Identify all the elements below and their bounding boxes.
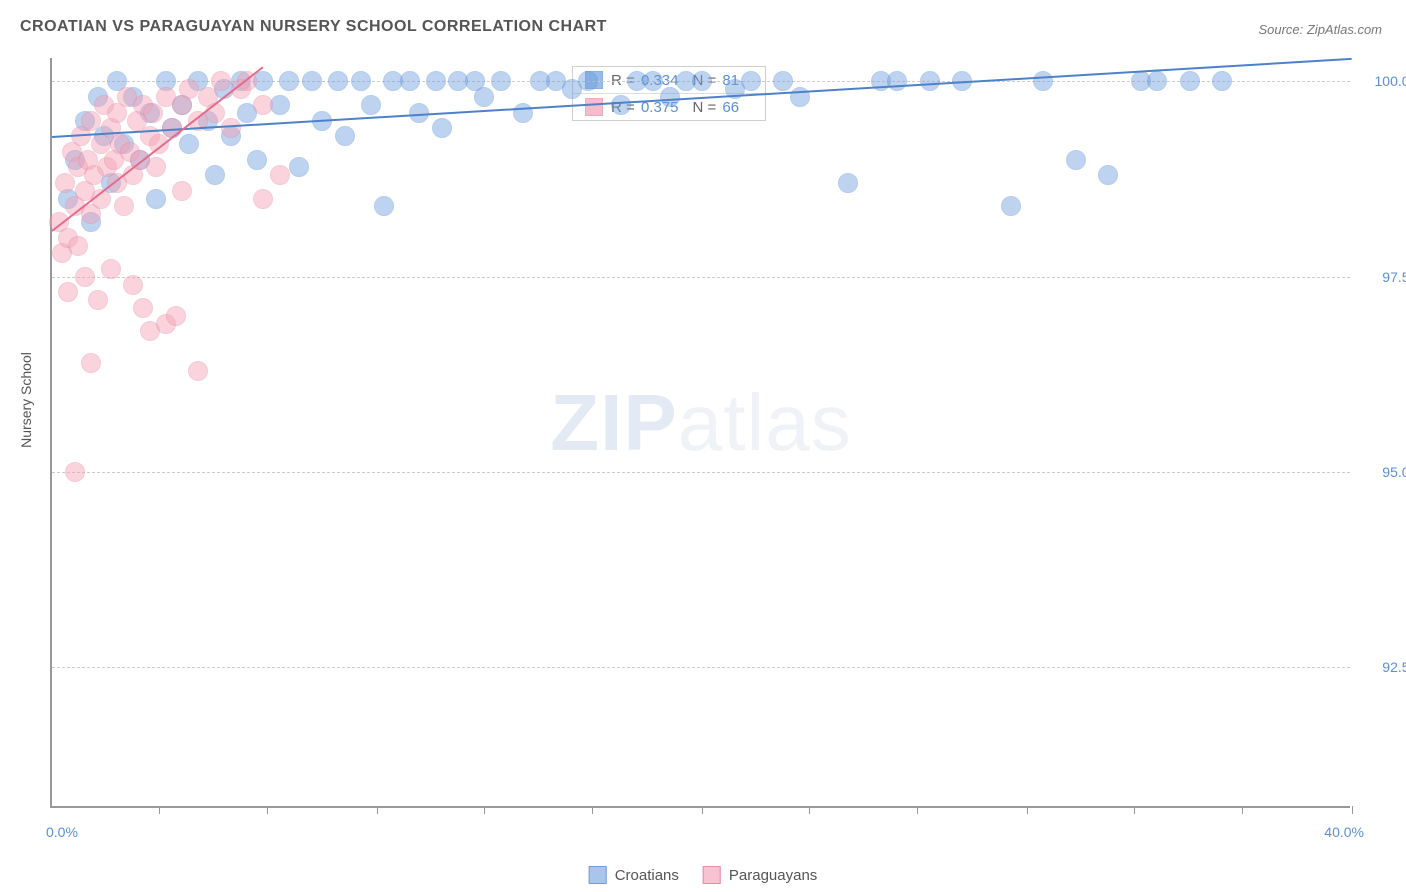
- bottom-legend-item: Croatians: [589, 866, 679, 884]
- scatter-point: [270, 165, 290, 185]
- scatter-point: [741, 71, 761, 91]
- scatter-point: [253, 95, 273, 115]
- scatter-point: [279, 71, 299, 91]
- scatter-point: [432, 118, 452, 138]
- x-tick: [1134, 806, 1135, 814]
- x-tick: [267, 806, 268, 814]
- scatter-point: [426, 71, 446, 91]
- scatter-point: [58, 282, 78, 302]
- scatter-point: [247, 150, 267, 170]
- bottom-legend-label: Croatians: [615, 867, 679, 884]
- scatter-point: [838, 173, 858, 193]
- x-tick: [159, 806, 160, 814]
- scatter-point: [887, 71, 907, 91]
- scatter-point: [1098, 165, 1118, 185]
- scatter-point: [166, 306, 186, 326]
- scatter-point: [1033, 71, 1053, 91]
- scatter-point: [205, 165, 225, 185]
- scatter-point: [179, 79, 199, 99]
- scatter-point: [513, 103, 533, 123]
- scatter-point: [221, 118, 241, 138]
- x-tick: [377, 806, 378, 814]
- scatter-point: [68, 236, 88, 256]
- x-tick: [484, 806, 485, 814]
- scatter-point: [146, 189, 166, 209]
- legend-swatch: [589, 866, 607, 884]
- x-tick: [1027, 806, 1028, 814]
- legend-swatch: [703, 866, 721, 884]
- bottom-legend-item: Paraguayans: [703, 866, 817, 884]
- x-axis-max-label: 40.0%: [1324, 824, 1364, 840]
- scatter-point: [101, 259, 121, 279]
- scatter-point: [1180, 71, 1200, 91]
- scatter-point: [1212, 71, 1232, 91]
- scatter-point: [374, 196, 394, 216]
- scatter-point: [335, 126, 355, 146]
- scatter-point: [179, 134, 199, 154]
- scatter-point: [491, 71, 511, 91]
- scatter-point: [474, 87, 494, 107]
- chart-title: CROATIAN VS PARAGUAYAN NURSERY SCHOOL CO…: [20, 18, 607, 36]
- scatter-point: [361, 95, 381, 115]
- scatter-point: [400, 71, 420, 91]
- scatter-point: [920, 71, 940, 91]
- scatter-point: [289, 157, 309, 177]
- x-tick: [917, 806, 918, 814]
- scatter-point: [578, 71, 598, 91]
- bottom-legend-label: Paraguayans: [729, 867, 817, 884]
- scatter-point: [172, 181, 192, 201]
- source-attribution: Source: ZipAtlas.com: [1258, 22, 1382, 37]
- watermark-bold: ZIP: [550, 378, 677, 467]
- watermark-light: atlas: [678, 378, 852, 467]
- y-tick-label: 92.5%: [1382, 659, 1406, 675]
- scatter-point: [660, 87, 680, 107]
- scatter-point: [123, 275, 143, 295]
- watermark: ZIPatlas: [550, 377, 851, 469]
- scatter-point: [188, 361, 208, 381]
- x-tick: [702, 806, 703, 814]
- gridline: [52, 277, 1350, 278]
- scatter-point: [1001, 196, 1021, 216]
- y-axis-title: Nursery School: [18, 352, 34, 448]
- scatter-point: [328, 71, 348, 91]
- scatter-point: [146, 157, 166, 177]
- gridline: [52, 472, 1350, 473]
- x-tick: [1242, 806, 1243, 814]
- scatter-point: [133, 298, 153, 318]
- scatter-point: [211, 71, 231, 91]
- scatter-point: [81, 353, 101, 373]
- scatter-point: [1147, 71, 1167, 91]
- x-tick: [809, 806, 810, 814]
- scatter-point: [351, 71, 371, 91]
- x-axis-min-label: 0.0%: [46, 824, 78, 840]
- x-tick: [592, 806, 593, 814]
- scatter-point: [611, 95, 631, 115]
- bottom-legend: Croatians Paraguayans: [589, 866, 818, 884]
- x-tick: [1352, 806, 1353, 814]
- scatter-point: [253, 189, 273, 209]
- legend-swatch: [585, 98, 603, 116]
- y-tick-label: 97.5%: [1382, 269, 1406, 285]
- scatter-point: [75, 267, 95, 287]
- scatter-point: [302, 71, 322, 91]
- gridline: [52, 667, 1350, 668]
- scatter-point: [1066, 150, 1086, 170]
- scatter-point: [114, 196, 134, 216]
- chart-plot-area: ZIPatlas R = 0.334N = 81R = 0.375N = 66 …: [50, 58, 1350, 808]
- y-tick-label: 100.0%: [1375, 73, 1406, 89]
- scatter-point: [65, 462, 85, 482]
- scatter-point: [643, 71, 663, 91]
- scatter-point: [692, 71, 712, 91]
- y-tick-label: 95.0%: [1382, 464, 1406, 480]
- scatter-point: [88, 290, 108, 310]
- scatter-point: [773, 71, 793, 91]
